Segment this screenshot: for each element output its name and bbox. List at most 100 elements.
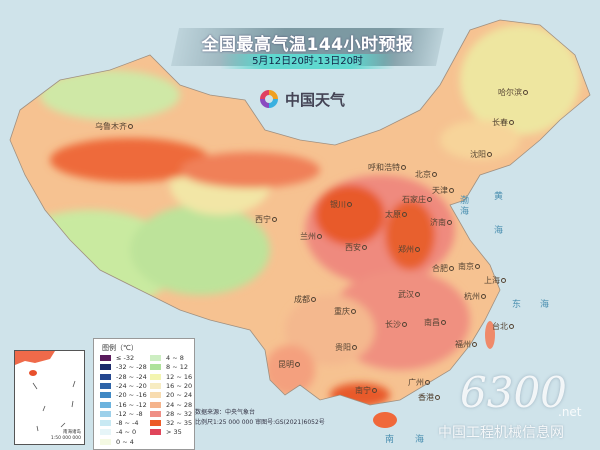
legend-item: 8 ~ 12 (150, 363, 188, 371)
sea-label: 海 (494, 226, 504, 236)
legend-item: -8 ~ -4 (100, 419, 139, 427)
city-label: 济南 (430, 218, 452, 228)
legend-item: -4 ~ 0 (100, 428, 136, 436)
watermark-suffix: .net (558, 405, 582, 419)
legend-item: ≤ -32 (100, 354, 134, 362)
legend-swatch (150, 373, 161, 380)
city-label: 太原 (385, 210, 407, 220)
city-label: 重庆 (334, 307, 356, 317)
legend-item: -16 ~ -12 (100, 401, 147, 409)
data-source: 数据来源：中央气象台 (195, 409, 256, 416)
legend-label: 12 ~ 16 (166, 372, 193, 381)
legend-item: 16 ~ 20 (150, 382, 192, 390)
sea-label: 东 (512, 300, 522, 310)
legend-label: ≤ -32 (116, 354, 135, 362)
legend-swatch (100, 392, 111, 399)
legend-swatch (100, 410, 111, 417)
inset-map (15, 351, 76, 432)
legend-label: 0 ~ 4 (116, 437, 134, 446)
page-title: 全国最高气温144小时预报 (201, 35, 414, 55)
legend-label: -28 ~ -24 (116, 372, 147, 381)
city-label: 广州 (408, 378, 430, 388)
legend-swatch (100, 373, 111, 380)
legend-swatch (150, 420, 161, 427)
legend-item: 0 ~ 4 (100, 438, 134, 446)
city-label: 贵阳 (335, 343, 357, 353)
city-label: 台北 (492, 322, 514, 332)
watermark-text: 中国工程机械信息网 (438, 425, 564, 441)
city-label: 昆明 (278, 360, 300, 370)
city-label: 南京 (458, 262, 480, 272)
sea-label: 南 (385, 435, 395, 445)
city-label: 郑州 (398, 245, 420, 255)
legend-title: 图例（℃） (102, 344, 138, 352)
city-label: 武汉 (398, 290, 420, 300)
legend-label: -24 ~ -20 (116, 381, 147, 390)
city-label: 合肥 (432, 264, 454, 274)
map-scale: 比例尺1:25 000 000 审图号:GS(2021)6052号 (195, 419, 325, 426)
legend-label: > 35 (166, 428, 182, 437)
inset-scale: 1:50 000 000 (50, 436, 81, 441)
legend-item: 4 ~ 8 (150, 354, 184, 362)
legend-swatch (100, 401, 111, 408)
legend: 图例（℃） ≤ -32 -32 ~ -28 -28 ~ -24 -24 ~ -20 -2… (93, 338, 195, 450)
legend-item: -12 ~ -8 (100, 410, 143, 418)
legend-label: -4 ~ 0 (116, 428, 137, 437)
city-label: 呼和浩特 (368, 163, 406, 173)
legend-swatch (100, 429, 111, 436)
brand-logo: 中国天气 (258, 88, 345, 110)
legend-swatch (150, 355, 161, 361)
brand-name: 中国天气 (285, 90, 346, 109)
legend-item: -28 ~ -24 (100, 373, 147, 381)
city-label: 兰州 (300, 232, 322, 242)
legend-label: 16 ~ 20 (166, 381, 193, 390)
legend-item: 20 ~ 24 (150, 391, 192, 399)
legend-item: 12 ~ 16 (150, 373, 192, 381)
city-label: 南昌 (424, 318, 446, 328)
legend-label: 4 ~ 8 (166, 354, 184, 362)
city-label: 北京 (415, 170, 437, 180)
legend-label: 8 ~ 12 (166, 363, 188, 372)
city-label: 天津 (432, 186, 454, 196)
forecast-period: 5月12日20时-13日20时 (220, 54, 395, 69)
china-border (9, 19, 591, 406)
legend-swatch (150, 401, 161, 408)
legend-item: 32 ~ 35 (150, 419, 192, 427)
legend-swatch (150, 392, 161, 399)
legend-item: 24 ~ 28 (150, 401, 192, 409)
legend-item: 28 ~ 32 (150, 410, 192, 418)
legend-label: 24 ~ 28 (166, 400, 193, 409)
legend-label: -16 ~ -12 (116, 400, 147, 409)
city-label: 福州 (455, 340, 477, 350)
legend-item: -32 ~ -28 (100, 363, 147, 371)
sea-label: 黄 (494, 192, 504, 202)
legend-swatch (100, 355, 111, 361)
legend-label: -32 ~ -28 (116, 363, 147, 372)
south-china-sea-inset: 南海诸岛 1:50 000 000 (14, 350, 85, 445)
city-label: 银川 (330, 200, 352, 210)
legend-swatch (100, 364, 111, 371)
inset-caption: 南海诸岛 1:50 000 000 (51, 430, 81, 442)
city-label: 杭州 (464, 292, 486, 302)
legend-label: -8 ~ -4 (116, 419, 139, 428)
sea-label: 海 (415, 435, 425, 445)
legend-label: 28 ~ 32 (166, 409, 193, 418)
inset-title: 南海诸岛 (63, 430, 81, 435)
city-label: 长沙 (385, 320, 407, 330)
hainan-island (373, 412, 397, 428)
sea-label: 海 (540, 300, 550, 310)
legend-item: -20 ~ -16 (100, 391, 147, 399)
legend-label: -20 ~ -16 (116, 391, 147, 400)
watermark: 6300 .net 中国工程机械信息网 (438, 372, 582, 442)
sea-label: 海 (460, 207, 470, 217)
city-label: 哈尔滨 (498, 88, 528, 98)
legend-swatch (150, 382, 161, 389)
legend-label: -12 ~ -8 (116, 409, 143, 418)
city-label: 乌鲁木齐 (95, 122, 133, 132)
city-label: 南宁 (355, 386, 377, 396)
city-label: 西安 (345, 243, 367, 253)
city-label: 香港 (418, 393, 440, 403)
legend-swatch (100, 420, 111, 427)
city-label: 西宁 (255, 215, 277, 225)
swirl-logo-icon (260, 90, 278, 108)
